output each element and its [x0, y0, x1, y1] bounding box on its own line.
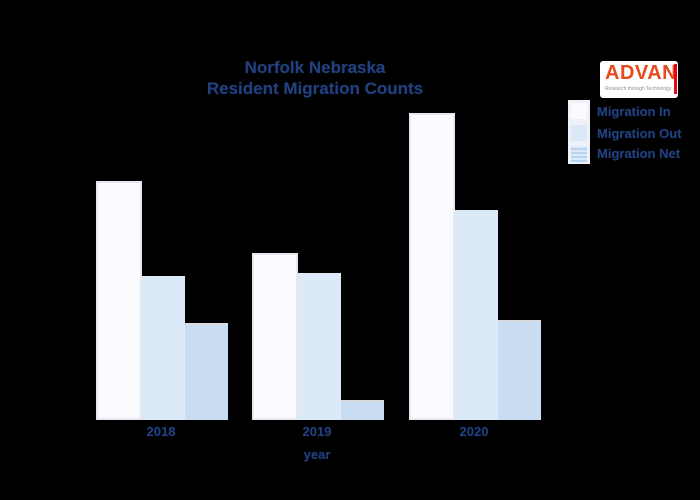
- bar-migration-in-2018: [96, 181, 142, 420]
- legend-swatch-migration-out: [571, 125, 587, 141]
- legend-label-migration-net: Migration Net: [597, 146, 681, 161]
- advan-logo-redbar-decoration: [674, 64, 677, 94]
- chart-title-line2: Resident Migration Counts: [206, 79, 424, 98]
- bar-migration-out-2018: [139, 276, 185, 420]
- advan-logo-tagline: Research through Technology: [605, 86, 672, 92]
- chart-title: Norfolk Nebraska Resident Migration Coun…: [0, 57, 630, 99]
- x-axis-title: year: [303, 447, 331, 462]
- bar-migration-in-2020: [409, 113, 455, 420]
- legend-label-migration-in: Migration In: [597, 104, 671, 119]
- advan-logo-text: ADVAN: [605, 62, 678, 84]
- bar-migration-out-2020: [452, 210, 498, 420]
- bar-migration-in-2019: [252, 253, 298, 420]
- legend: [568, 100, 590, 164]
- legend-swatch-migration-in: [571, 103, 587, 119]
- legend-label-migration-out: Migration Out: [597, 126, 682, 141]
- legend-swatch-migration-net: [571, 146, 587, 162]
- x-tick-label-2018: 2018: [146, 424, 176, 439]
- bar-migration-net-2019: [338, 400, 384, 420]
- bar-migration-net-2018: [182, 323, 228, 420]
- x-tick-label-2019: 2019: [302, 424, 332, 439]
- x-tick-label-2020: 2020: [459, 424, 489, 439]
- chart-title-line1: Norfolk Nebraska: [244, 58, 386, 77]
- bar-migration-net-2020: [495, 320, 541, 420]
- advan-logo: ADVAN Research through Technology: [600, 61, 678, 98]
- bar-migration-out-2019: [295, 273, 341, 420]
